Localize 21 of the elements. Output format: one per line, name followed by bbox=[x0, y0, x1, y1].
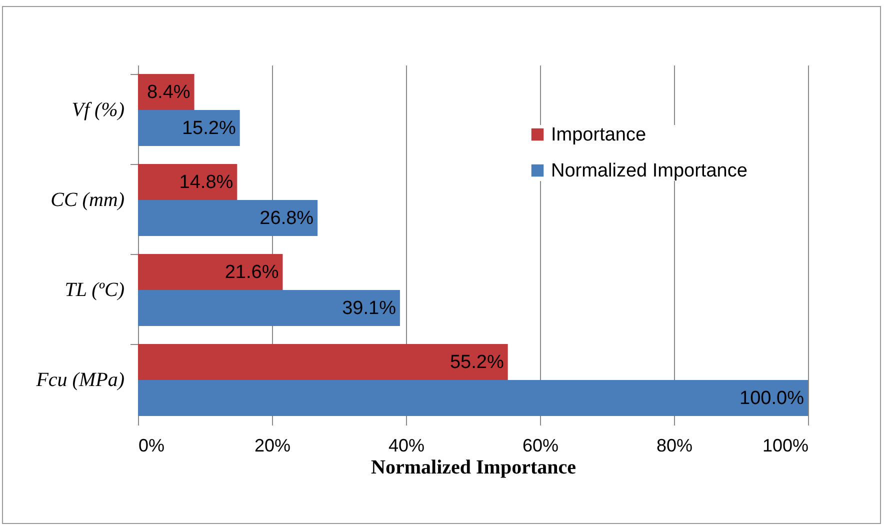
data-label: 55.2% bbox=[450, 352, 504, 373]
legend-label: Normalized Importance bbox=[551, 160, 748, 182]
data-label: 100.0% bbox=[740, 388, 804, 409]
legend-label: Importance bbox=[551, 124, 646, 146]
data-label: 39.1% bbox=[342, 298, 396, 319]
data-label: 15.2% bbox=[182, 118, 236, 139]
x-tick-label: 20% bbox=[254, 436, 291, 456]
x-tick-label: 0% bbox=[138, 436, 165, 456]
data-label: 26.8% bbox=[260, 208, 314, 229]
data-label: 21.6% bbox=[224, 262, 279, 283]
y-tick-label: Vf (%) bbox=[72, 99, 125, 121]
data-label: 14.8% bbox=[179, 172, 234, 193]
x-tick-label: 40% bbox=[388, 436, 425, 456]
x-tick-label: 60% bbox=[522, 436, 559, 456]
x-tick-label: 80% bbox=[656, 436, 693, 456]
x-axis-title: Normalized Importance bbox=[371, 456, 576, 478]
y-tick-label: TL (ºC) bbox=[64, 279, 125, 301]
y-tick-label: Fcu (MPa) bbox=[35, 369, 125, 391]
y-tick-label: CC (mm) bbox=[50, 189, 125, 211]
x-tick-label: 100% bbox=[762, 436, 808, 456]
data-label: 8.4% bbox=[146, 82, 190, 103]
